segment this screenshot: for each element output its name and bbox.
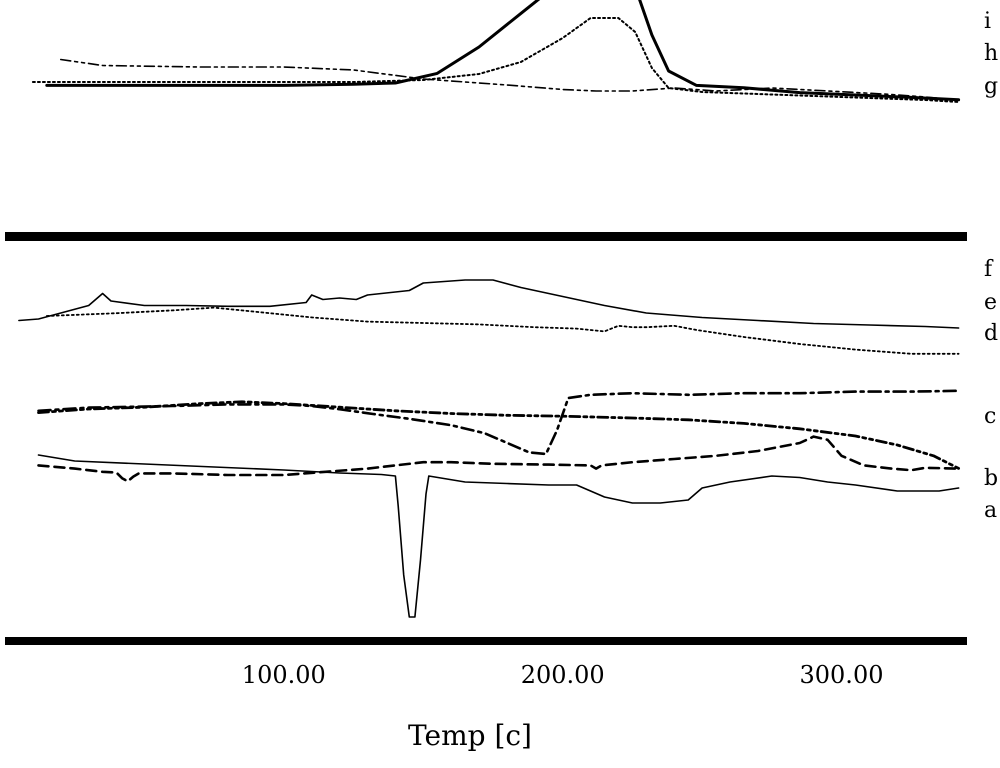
series-line-e — [45, 306, 960, 355]
x-tick-labels: 100.00 200.00 300.00 — [242, 661, 884, 689]
lower-panel — [18, 279, 960, 618]
series-line-h — [31, 17, 960, 103]
upper-panel — [31, 0, 961, 103]
curve-label-f: f — [984, 257, 994, 282]
x-axis-title: Temp [c] — [408, 719, 532, 752]
x-axis-bar — [5, 637, 967, 645]
panel-divider-bar — [5, 232, 967, 241]
series-line-b — [37, 435, 960, 483]
curve-label-c: c — [984, 404, 996, 429]
x-tick-label: 200.00 — [521, 661, 605, 689]
series-line-i — [60, 58, 960, 101]
curve-label-e: e — [984, 290, 997, 315]
curve-label-i: i — [984, 9, 991, 34]
curve-label-d: d — [984, 321, 998, 346]
series-line-d — [37, 400, 960, 470]
curve-label-a: a — [984, 498, 997, 523]
curve-label-b: b — [984, 466, 998, 491]
x-tick-label: 300.00 — [800, 661, 884, 689]
series-line-g — [45, 0, 961, 102]
curve-labels: ihg fed c ba — [984, 9, 998, 523]
series-line-f — [18, 279, 960, 329]
series-line-a — [37, 454, 960, 618]
curve-label-h: h — [984, 41, 998, 66]
x-tick-label: 100.00 — [242, 661, 326, 689]
curve-label-g: g — [984, 74, 998, 99]
series-line-c — [37, 389, 960, 456]
